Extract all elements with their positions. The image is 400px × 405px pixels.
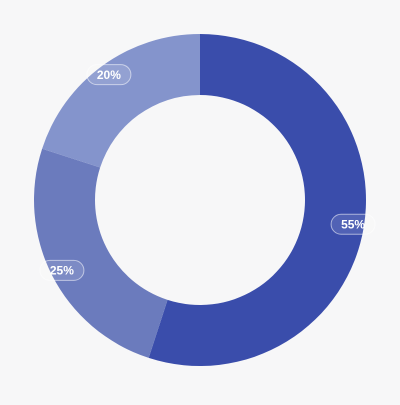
donut-segment bbox=[148, 34, 366, 366]
value-label: 25% bbox=[50, 264, 74, 278]
donut-segment bbox=[34, 148, 168, 358]
label-pill bbox=[330, 213, 376, 235]
label-pill bbox=[39, 259, 85, 281]
value-label: 55% bbox=[341, 217, 365, 231]
donut-segment bbox=[42, 34, 200, 168]
label-pill bbox=[86, 64, 132, 86]
value-label: 20% bbox=[97, 68, 121, 82]
